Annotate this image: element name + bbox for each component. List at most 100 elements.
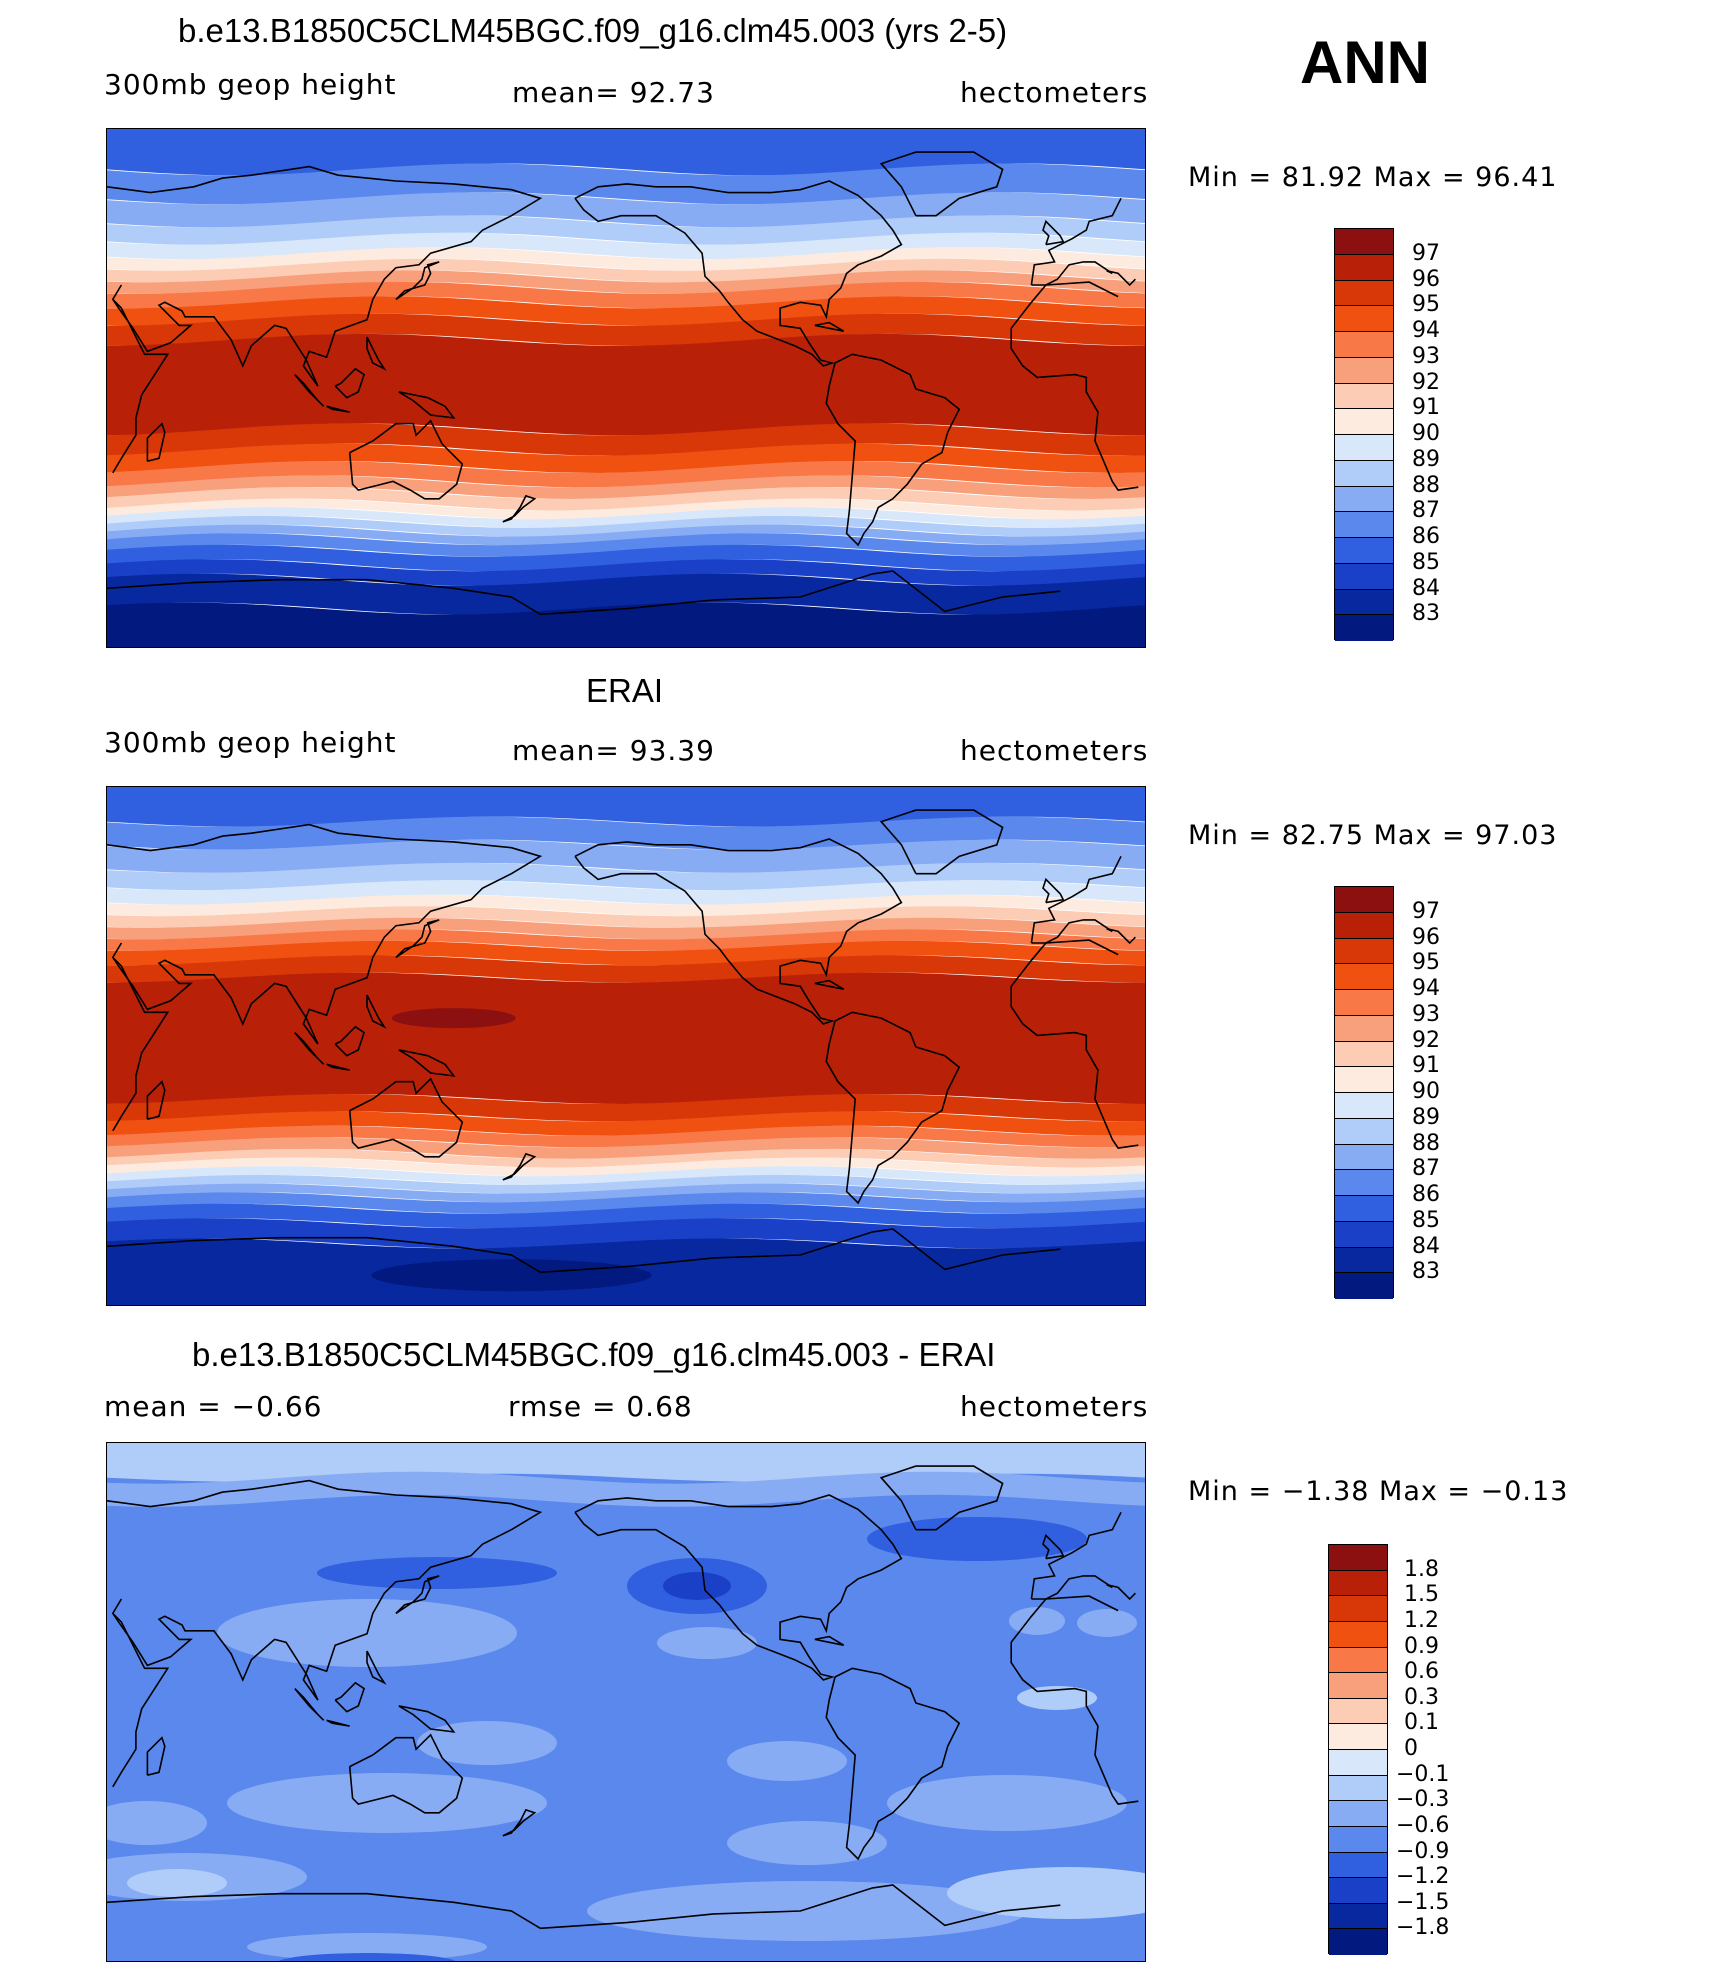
colorbar-swatch [1329,1826,1387,1853]
contour-patch [727,1741,847,1781]
colorbar-tick-label: 92 [1412,369,1440,395]
coastline [146,1736,166,1776]
coastline [107,823,1136,1045]
contour-band [107,816,1145,850]
colorbar-tick-label: 97 [1412,240,1440,266]
coastline [294,374,325,407]
colorbar-tick-label: 88 [1412,1130,1440,1156]
colorbar-swatch [1335,306,1393,332]
colorbar-swatch [1335,912,1393,939]
colorbar-swatch [1335,964,1393,990]
contour-patch [727,1821,887,1865]
coastline [334,367,366,399]
contour-band [107,839,1145,873]
coastline [879,1465,1004,1531]
contour-band [107,544,1145,572]
contour-patch [867,1517,1087,1561]
panel-3-rmse: rmse = 0.68 [508,1390,693,1423]
contour-band [107,475,1145,499]
coastline [1042,219,1065,246]
colorbar-tick-label: 87 [1412,498,1440,524]
panel-3-units: hectometers [960,1390,1149,1423]
contour-band [107,1183,1145,1203]
contour-patch [887,1775,1127,1831]
panel-2-mean: mean= 93.39 [512,734,715,767]
colorbar-swatch [1335,280,1393,307]
coastline [814,1635,845,1646]
contour-band [107,573,1145,615]
coastline [398,1705,456,1733]
colorbar-swatch [1329,1647,1387,1674]
season-label: ANN [1300,29,1430,96]
coastline [395,261,440,301]
contour-band [107,258,1145,283]
panel-2-title: ERAI [586,672,664,709]
colorbar-tick-label: 85 [1412,1207,1440,1233]
contour-patch [227,1773,547,1833]
contour-band [107,281,1145,309]
colorbar-swatch [1335,1170,1393,1196]
coastline [348,1077,464,1158]
colorbar-tick-label: 0.6 [1404,1659,1439,1685]
contour-band [107,129,1145,176]
colorbar-tick-label: 97 [1412,898,1440,924]
panel-3-mean: mean = −0.66 [104,1390,323,1423]
colorbar-swatch [1335,332,1393,358]
colorbar-swatch [1329,1852,1387,1879]
contour-patch [127,1869,227,1897]
colorbar-tick-label: 86 [1412,1182,1440,1207]
panel-1-map [106,128,1146,648]
coastline [395,1575,440,1615]
contour-band [107,1111,1145,1136]
colorbar-tick-label: 87 [1412,1156,1440,1182]
coastline [502,1152,537,1181]
colorbar-tick-label: 0.3 [1404,1684,1439,1710]
colorbar-tick-label: 0.1 [1404,1710,1439,1736]
panel-3-minmax: Min = −1.38 Max = −0.13 [1188,1476,1569,1507]
colorbar-tick-label: −0.9 [1396,1838,1450,1864]
coastline [879,809,1004,875]
colorbar-swatch [1329,1621,1387,1648]
colorbar-tick-label: 84 [1412,575,1440,601]
coastline [574,1494,903,1681]
coastline [348,419,464,500]
contour-patch [278,1953,456,1961]
coastline [326,1063,350,1071]
contour-band [107,1174,1145,1194]
coastline [395,919,440,959]
colorbar-tick-label: 83 [1412,601,1440,627]
colorbar-swatch [1335,615,1393,641]
colorbar-tick-label: 86 [1412,524,1440,549]
colorbar-swatch [1329,1903,1387,1930]
panel-3-colorbar [1328,1544,1388,1955]
colorbar-swatch [1335,1118,1393,1145]
colorbar-swatch [1329,1929,1387,1955]
contour-band [107,313,1145,346]
contour-band [107,507,1145,528]
coastline [107,570,1061,616]
contour-band [107,333,1145,436]
coastline [366,1650,387,1685]
contour-patch [587,1881,1027,1941]
colorbar-swatch [1335,357,1393,384]
contour-band [107,461,1145,488]
contour-maximum [391,1008,516,1029]
colorbar-swatch [1329,1673,1387,1699]
coastline [107,165,1136,387]
contour-band [107,894,1145,917]
colorbar-swatch [1329,1750,1387,1776]
contour-patch [417,1721,557,1765]
coastline [146,1080,166,1120]
contour-band [107,1443,1145,1482]
panel-2-map [106,786,1146,1306]
colorbar-tick-label: 92 [1412,1027,1440,1053]
colorbar-tick-label: 88 [1412,472,1440,498]
contour-patch [317,1557,557,1589]
colorbar-tick-label: 93 [1412,343,1440,369]
colorbar-tick-label: 91 [1412,1053,1440,1079]
coastline [814,979,845,990]
contour-band [107,1125,1145,1148]
colorbar-tick-label: 94 [1412,318,1440,343]
contour-band [107,270,1145,294]
colorbar-swatch [1335,512,1393,538]
